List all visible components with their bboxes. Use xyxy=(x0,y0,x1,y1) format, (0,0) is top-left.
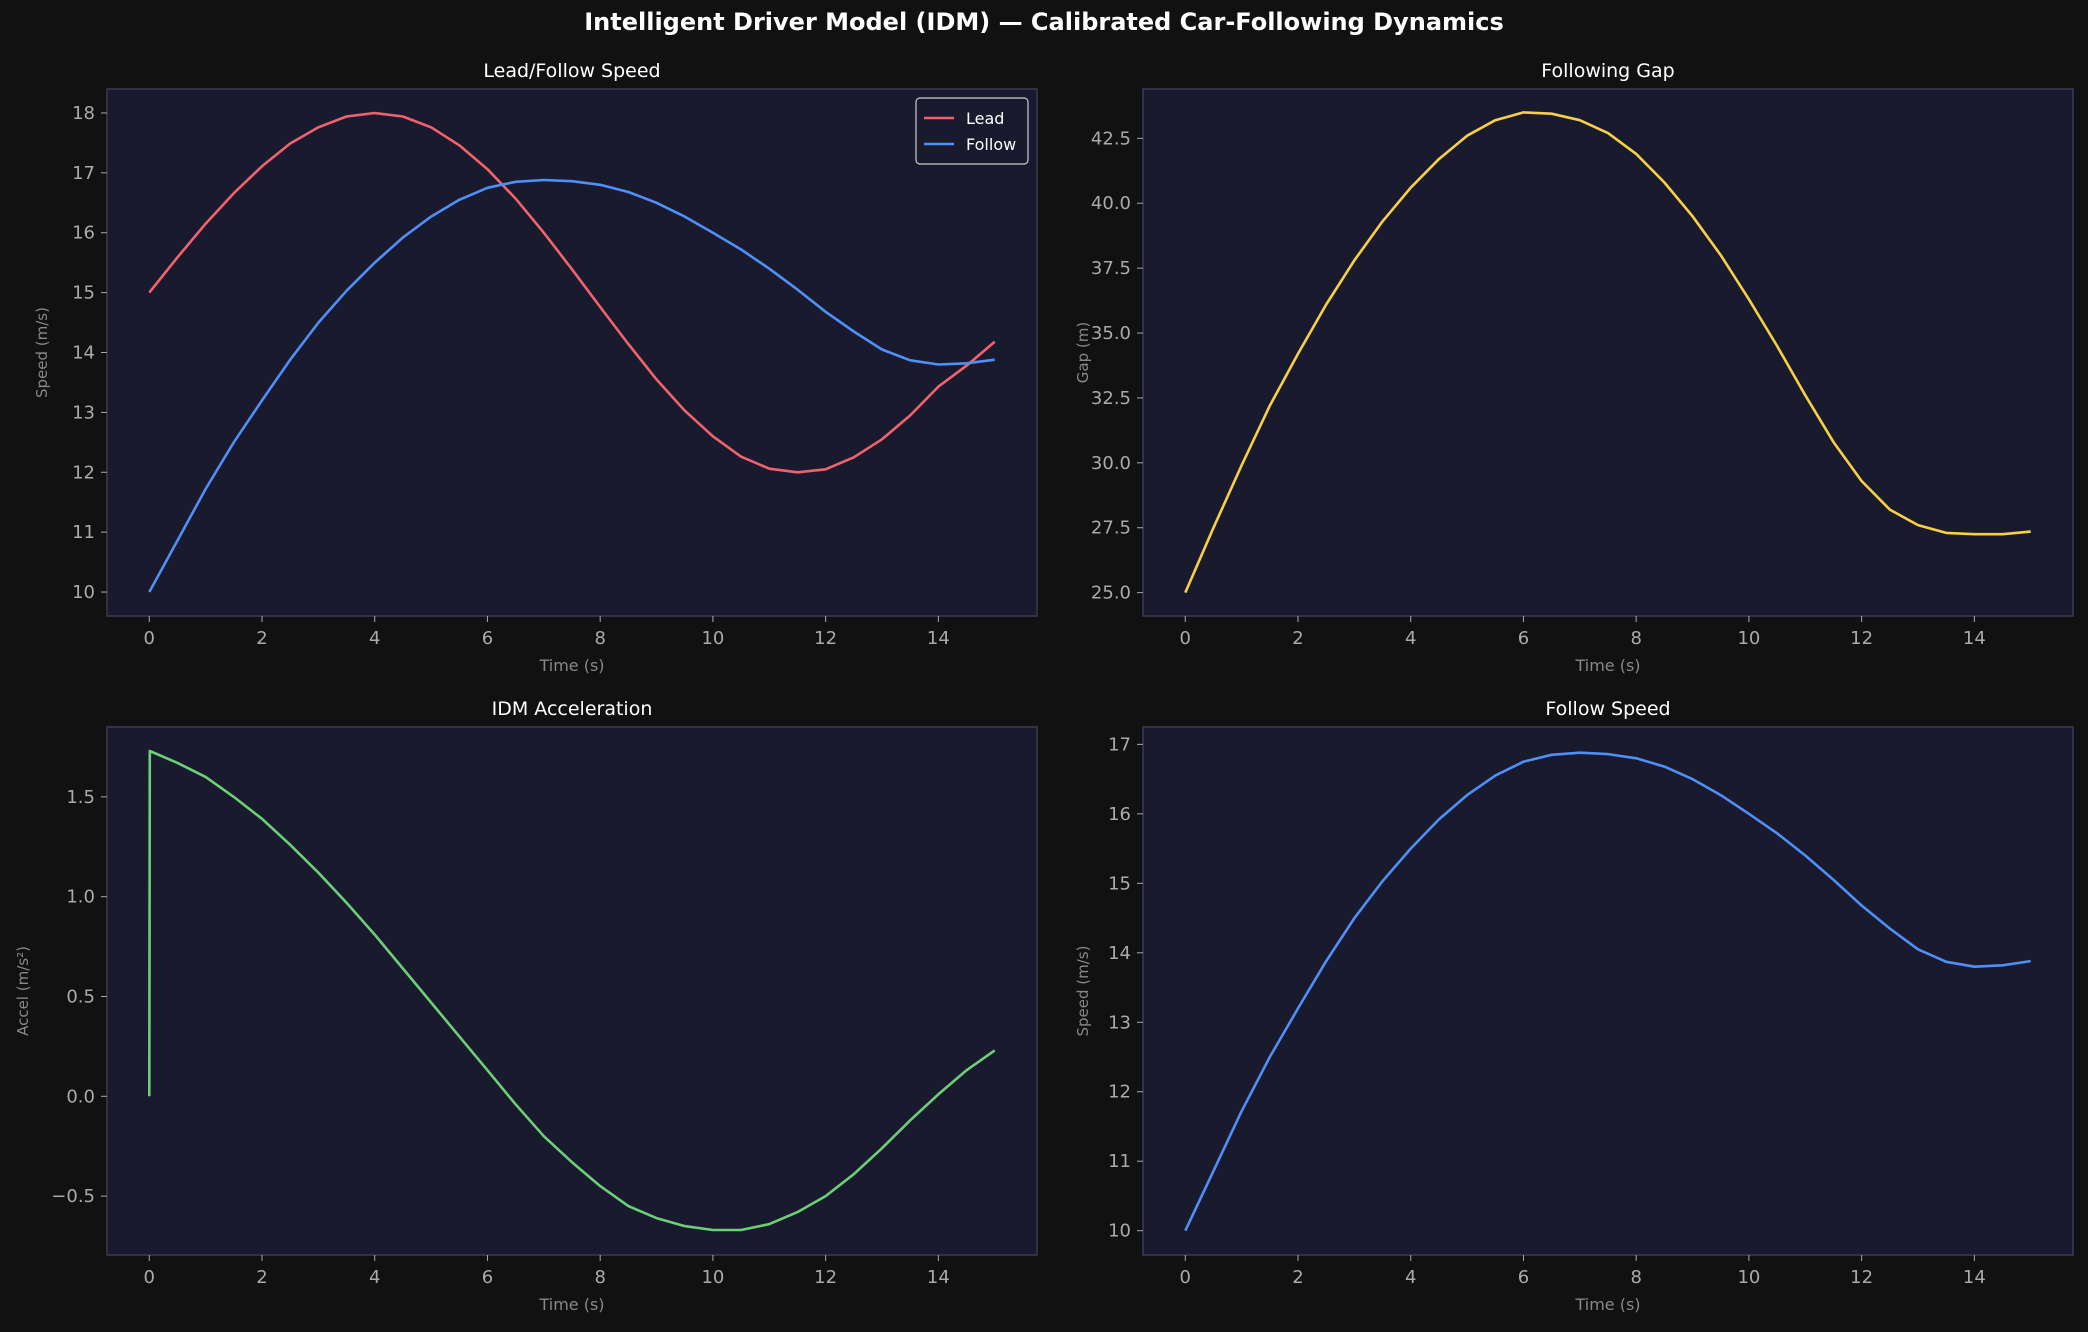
chart3-xlabel: Time (s) xyxy=(538,1295,604,1314)
chart4-ylabel: Speed (m/s) xyxy=(1074,946,1092,1037)
chart4-ytick-label: 15 xyxy=(1108,873,1131,894)
chart4-ytick-label: 16 xyxy=(1108,804,1131,825)
chart1-ytick-label: 11 xyxy=(72,522,95,543)
chart2-plot-area xyxy=(1142,88,2074,617)
chart4-ytick-label: 10 xyxy=(1108,1221,1131,1242)
chart1-legend-label: Lead xyxy=(966,109,1004,128)
chart1-legend xyxy=(915,97,1029,165)
chart3-xtick-label: 0 xyxy=(144,1267,155,1288)
chart3-plot-area xyxy=(106,726,1038,1256)
chart1-plot-area xyxy=(106,88,1038,617)
chart2-ytick-label: 32.5 xyxy=(1091,388,1131,409)
chart1-ytick-label: 17 xyxy=(72,163,95,184)
chart4-ytick-label: 11 xyxy=(1108,1151,1131,1172)
chart1-xtick-label: 8 xyxy=(594,628,605,649)
chart1-ytick-label: 10 xyxy=(72,582,95,603)
chart1-ytick-label: 14 xyxy=(72,343,95,364)
chart3-xtick-label: 14 xyxy=(927,1267,950,1288)
chart1-xtick-label: 14 xyxy=(927,628,950,649)
chart4-ytick-label: 14 xyxy=(1108,943,1131,964)
chart4-xtick-label: 12 xyxy=(1850,1267,1873,1288)
chart1-ytick-label: 12 xyxy=(72,462,95,483)
chart1-xtick-label: 10 xyxy=(701,628,724,649)
chart1-xtick-label: 2 xyxy=(256,628,267,649)
chart2-ytick-label: 40.0 xyxy=(1091,193,1131,214)
chart2-xtick-label: 8 xyxy=(1630,628,1641,649)
chart4-xtick-label: 0 xyxy=(1180,1267,1191,1288)
chart1-series-line-follow xyxy=(148,178,995,593)
chart1-xtick-label: 12 xyxy=(814,628,837,649)
chart1-title: Lead/Follow Speed xyxy=(483,60,660,82)
chart4-xlabel: Time (s) xyxy=(1574,1295,1640,1314)
chart1-ytick-label: 18 xyxy=(72,103,95,124)
chart3-xtick-label: 12 xyxy=(814,1267,837,1288)
chart3-xtick-label: 2 xyxy=(256,1267,267,1288)
chart3-ytick-label: 0.5 xyxy=(66,986,95,1007)
chart3-ytick-label: 0.0 xyxy=(66,1086,95,1107)
chart1-xtick-label: 6 xyxy=(482,628,493,649)
chart2-title: Following Gap xyxy=(1541,60,1674,82)
chart3-series-line xyxy=(148,749,996,1232)
chart3-ylabel: Accel (m/s²) xyxy=(14,946,32,1036)
chart1-xtick-label: 0 xyxy=(144,628,155,649)
chart1-ytick-label: 13 xyxy=(72,402,95,423)
chart2-xtick-label: 14 xyxy=(1963,628,1986,649)
chart4-xtick-label: 2 xyxy=(1292,1267,1303,1288)
chart3-ytick-label: 1.5 xyxy=(66,787,95,808)
chart3-ytick-label: −0.5 xyxy=(51,1186,95,1207)
chart2-ytick-label: 37.5 xyxy=(1091,258,1131,279)
chart2-ytick-label: 35.0 xyxy=(1091,323,1131,344)
chart1-series-line-lead xyxy=(148,111,996,474)
chart2-xtick-label: 6 xyxy=(1518,628,1529,649)
chart3-xtick-label: 10 xyxy=(701,1267,724,1288)
chart1-xtick-label: 4 xyxy=(369,628,380,649)
chart1-xlabel: Time (s) xyxy=(538,656,604,675)
chart4-xtick-label: 4 xyxy=(1405,1267,1416,1288)
chart2-xtick-label: 0 xyxy=(1180,628,1191,649)
chart4-series-line xyxy=(1184,751,2031,1232)
chart2-xlabel: Time (s) xyxy=(1574,656,1640,675)
chart4-plot-area xyxy=(1142,726,2074,1256)
chart4-ytick-label: 13 xyxy=(1108,1012,1131,1033)
chart1-ytick-label: 15 xyxy=(72,283,95,304)
chart2-xtick-label: 4 xyxy=(1405,628,1416,649)
chart2-ytick-label: 30.0 xyxy=(1091,453,1131,474)
chart4-ytick-label: 17 xyxy=(1108,734,1131,755)
chart2-ytick-label: 27.5 xyxy=(1091,518,1131,539)
chart2-xtick-label: 2 xyxy=(1292,628,1303,649)
chart4-title: Follow Speed xyxy=(1545,698,1670,720)
chart4-ytick-label: 12 xyxy=(1108,1082,1131,1103)
chart2-xtick-label: 12 xyxy=(1850,628,1873,649)
chart1-ytick-label: 16 xyxy=(72,223,95,244)
chart4-xtick-label: 6 xyxy=(1518,1267,1529,1288)
chart2-ytick-label: 42.5 xyxy=(1091,128,1131,149)
chart1-legend-label: Follow xyxy=(966,135,1016,154)
figure-title: Intelligent Driver Model (IDM) — Calibra… xyxy=(584,8,1504,36)
chart3-xtick-label: 4 xyxy=(369,1267,380,1288)
chart4-xtick-label: 8 xyxy=(1630,1267,1641,1288)
chart2-ytick-label: 25.0 xyxy=(1091,583,1131,604)
chart4-xtick-label: 10 xyxy=(1737,1267,1760,1288)
chart3-title: IDM Acceleration xyxy=(492,698,653,720)
chart2-series-line xyxy=(1184,111,2031,594)
chart2-xtick-label: 10 xyxy=(1737,628,1760,649)
chart3-xtick-label: 8 xyxy=(594,1267,605,1288)
chart1-ylabel: Speed (m/s) xyxy=(33,307,51,398)
chart2-ylabel: Gap (m) xyxy=(1074,322,1092,383)
chart4-xtick-label: 14 xyxy=(1963,1267,1986,1288)
chart3-ytick-label: 1.0 xyxy=(66,887,95,908)
chart3-xtick-label: 6 xyxy=(482,1267,493,1288)
